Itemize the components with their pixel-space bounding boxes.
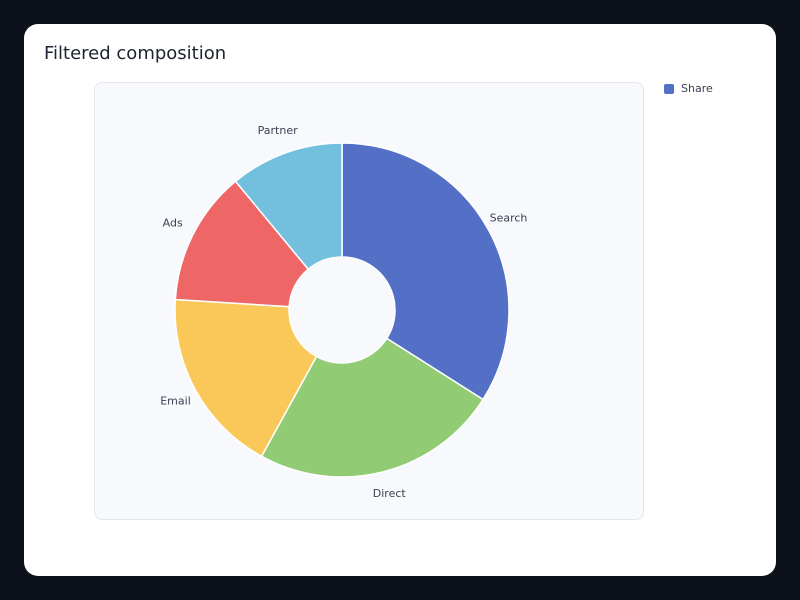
pie-label-search: Search: [490, 211, 528, 224]
pie-label-email: Email: [160, 395, 191, 408]
pie-slice-email[interactable]: [174, 298, 318, 458]
pie-label-partner: Partner: [258, 124, 298, 137]
pie-label-direct: Direct: [373, 487, 407, 500]
legend-label: Share: [681, 82, 713, 95]
pie-chart: Search Direct Email Ads Partner: [160, 124, 527, 500]
pie-label-ads: Ads: [163, 217, 183, 230]
pie-slice-ads[interactable]: [174, 180, 310, 308]
pie-slices: [174, 142, 510, 478]
chart-title: Filtered composition: [44, 43, 227, 64]
pie-slice-partner[interactable]: [234, 142, 343, 271]
legend-swatch: [664, 83, 674, 94]
pie-slice-direct[interactable]: [260, 337, 485, 478]
chart-card: Filtered composition Share Search Direct E…: [24, 24, 776, 576]
pie-slice-search[interactable]: [341, 142, 510, 401]
legend[interactable]: Share: [664, 82, 713, 95]
pie-labels: Search Direct Email Ads Partner: [160, 124, 527, 500]
